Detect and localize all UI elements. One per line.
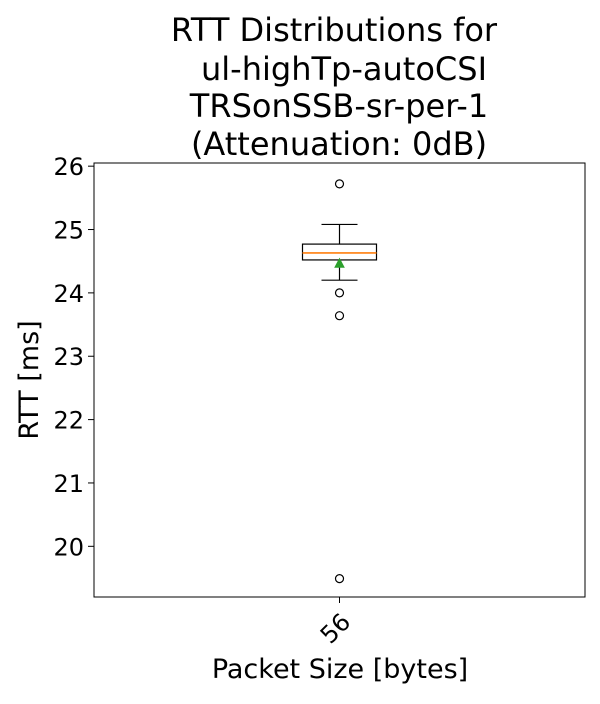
x-axis: 56 <box>315 597 356 649</box>
y-axis: 20 21 22 23 24 25 26 <box>53 153 94 561</box>
chart-title-line-2: ul-highTp-autoCSI <box>201 50 487 88</box>
interquartile-box <box>301 243 378 261</box>
chart-title-line-1: RTT Distributions for <box>171 11 498 49</box>
y-tick-label: 20 <box>53 533 84 561</box>
mean-marker <box>334 257 345 268</box>
y-tick-label: 22 <box>53 407 84 435</box>
y-tick-label: 24 <box>53 280 84 308</box>
outlier-point <box>334 574 345 584</box>
outlier-point <box>334 311 345 321</box>
chart-title-line-4: (Attenuation: 0dB) <box>191 125 487 163</box>
y-tick-label: 21 <box>53 470 84 498</box>
y-tick-label: 26 <box>53 153 84 181</box>
y-tick-label: 23 <box>53 343 84 371</box>
y-axis-label: RTT [ms] <box>14 320 45 439</box>
box-group <box>301 179 378 584</box>
x-tick-label: 56 <box>315 608 356 649</box>
outlier-point <box>334 179 345 189</box>
outlier-point <box>334 288 345 298</box>
y-tick-label: 25 <box>53 217 84 245</box>
x-axis-label: Packet Size [bytes] <box>212 654 468 685</box>
chart-title-line-3: TRSonSSB-sr-per-1 <box>189 87 488 125</box>
